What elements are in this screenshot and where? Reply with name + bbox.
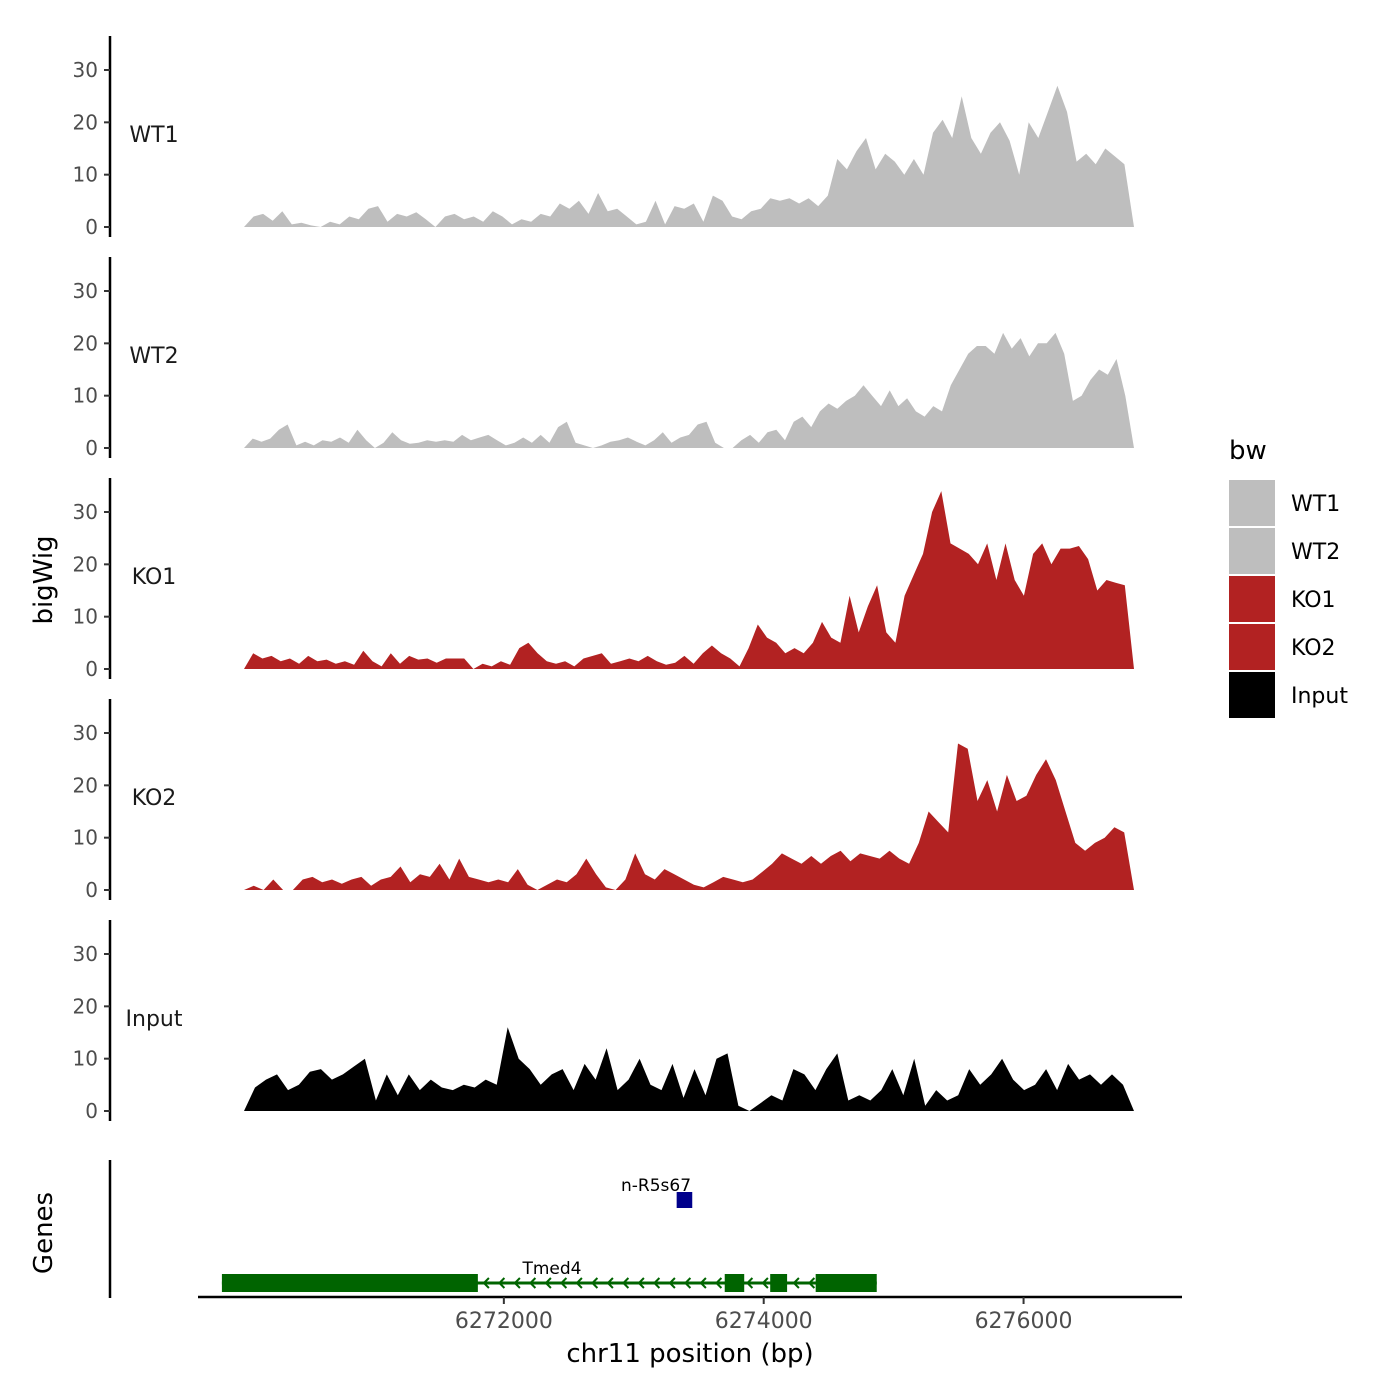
y-tick-label: 20 xyxy=(73,552,98,576)
gene-n-r5s67: n-R5s67 xyxy=(621,1176,693,1208)
gene-exon xyxy=(724,1274,745,1292)
strand-arrow xyxy=(575,1277,583,1289)
strand-arrow xyxy=(606,1277,614,1289)
x-axis-title: chr11 position (bp) xyxy=(566,1339,813,1369)
y-tick-label: 30 xyxy=(73,942,98,966)
strand-arrow xyxy=(621,1277,630,1289)
y-tick-label: 10 xyxy=(73,1047,98,1071)
legend-title: bw xyxy=(1229,436,1267,466)
legend-swatch xyxy=(1229,672,1275,718)
strand-arrow xyxy=(590,1277,599,1289)
strand-arrow xyxy=(683,1277,692,1289)
strand-arrow xyxy=(699,1277,707,1289)
signal-area-wt1 xyxy=(244,85,1134,227)
gene-track: 6272000 6274000 6276000 n-R5s67 Tmed4 xyxy=(108,1160,1182,1334)
y-tick-label: 10 xyxy=(73,163,98,187)
signal-area-ko1 xyxy=(244,491,1134,669)
panel-ko2: 0 10 20 30 KO2 xyxy=(73,699,1134,902)
strand-arrow xyxy=(668,1277,676,1289)
strand-arrow xyxy=(513,1277,521,1289)
signal-area-input xyxy=(244,1027,1134,1111)
gene-label: Tmed4 xyxy=(521,1259,581,1279)
x-tick-label: 6272000 xyxy=(455,1309,553,1334)
panel-input: 0 10 20 30 Input xyxy=(73,920,1134,1123)
panel-wt1: 0 10 20 30 WT1 xyxy=(73,36,1134,239)
legend-swatch xyxy=(1229,480,1275,526)
y-tick-label: 20 xyxy=(73,331,98,355)
x-tick-label: 6274000 xyxy=(715,1309,813,1334)
gene-exon xyxy=(676,1192,693,1208)
legend-label: KO1 xyxy=(1291,588,1336,613)
panel-label: Input xyxy=(126,1007,183,1032)
legend-item-ko2: KO2 xyxy=(1229,624,1336,670)
strand-arrow xyxy=(807,1277,816,1289)
signal-panels: 0 10 20 30 WT1 0 10 20 30 WT2 0 10 20 30 KO1 0 10 20 30 KO2… xyxy=(73,36,1134,1123)
legend-label: Input xyxy=(1291,684,1348,709)
legend-item-ko1: KO1 xyxy=(1229,576,1336,622)
strand-arrow xyxy=(528,1277,537,1289)
y-tick-label: 0 xyxy=(85,1099,98,1123)
legend-label: KO2 xyxy=(1291,636,1336,661)
panel-label: KO2 xyxy=(132,786,177,811)
panel-wt2: 0 10 20 30 WT2 xyxy=(73,257,1134,460)
y-tick-label: 30 xyxy=(73,721,98,745)
panel-ko1: 0 10 20 30 KO1 xyxy=(73,478,1134,681)
gene-exon xyxy=(815,1274,877,1292)
y-tick-label: 10 xyxy=(73,826,98,850)
y-tick-label: 20 xyxy=(73,110,98,134)
strand-arrow xyxy=(544,1277,552,1289)
gene-exon xyxy=(770,1274,788,1292)
y-tick-label: 10 xyxy=(73,384,98,408)
signal-area-wt2 xyxy=(244,332,1134,448)
y-tick-label: 30 xyxy=(73,500,98,524)
y-tick-label: 20 xyxy=(73,994,98,1018)
strand-arrow xyxy=(637,1277,645,1289)
strand-arrow xyxy=(792,1277,800,1289)
strand-arrow xyxy=(482,1277,490,1289)
strand-arrow xyxy=(559,1277,568,1289)
legend-label: WT1 xyxy=(1291,492,1340,517)
strand-arrow xyxy=(761,1277,769,1289)
panel-label: KO1 xyxy=(132,565,177,590)
panel-label: WT2 xyxy=(129,344,178,369)
legend-item-wt2: WT2 xyxy=(1229,528,1340,574)
y-tick-label: 30 xyxy=(73,279,98,303)
legend-item-input: Input xyxy=(1229,672,1348,718)
legend-item-wt1: WT1 xyxy=(1229,480,1340,526)
x-tick-label: 6276000 xyxy=(975,1309,1073,1334)
legend-swatch xyxy=(1229,576,1275,622)
strand-arrow xyxy=(497,1277,506,1289)
gene-exon xyxy=(221,1274,478,1292)
strand-arrow xyxy=(714,1277,723,1289)
y-tick-label: 0 xyxy=(85,657,98,681)
strand-arrow xyxy=(652,1277,661,1289)
panel-label: WT1 xyxy=(129,123,178,148)
legend: bw WT1 WT2 KO1 KO2 Input xyxy=(1229,436,1348,718)
y-tick-label: 10 xyxy=(73,605,98,629)
y-axis-title: bigWig xyxy=(29,535,59,624)
y-tick-label: 30 xyxy=(73,58,98,82)
gene-track-title: Genes xyxy=(29,1192,59,1274)
y-tick-label: 0 xyxy=(85,436,98,460)
signal-area-ko2 xyxy=(244,743,1134,890)
y-tick-label: 0 xyxy=(85,878,98,902)
gene-tmed4: Tmed4 xyxy=(221,1259,877,1292)
gene-label: n-R5s67 xyxy=(621,1176,691,1196)
legend-label: WT2 xyxy=(1291,540,1340,565)
legend-swatch xyxy=(1229,528,1275,574)
strand-arrow xyxy=(745,1277,754,1289)
legend-swatch xyxy=(1229,624,1275,670)
y-tick-label: 20 xyxy=(73,773,98,797)
y-tick-label: 0 xyxy=(85,215,98,239)
